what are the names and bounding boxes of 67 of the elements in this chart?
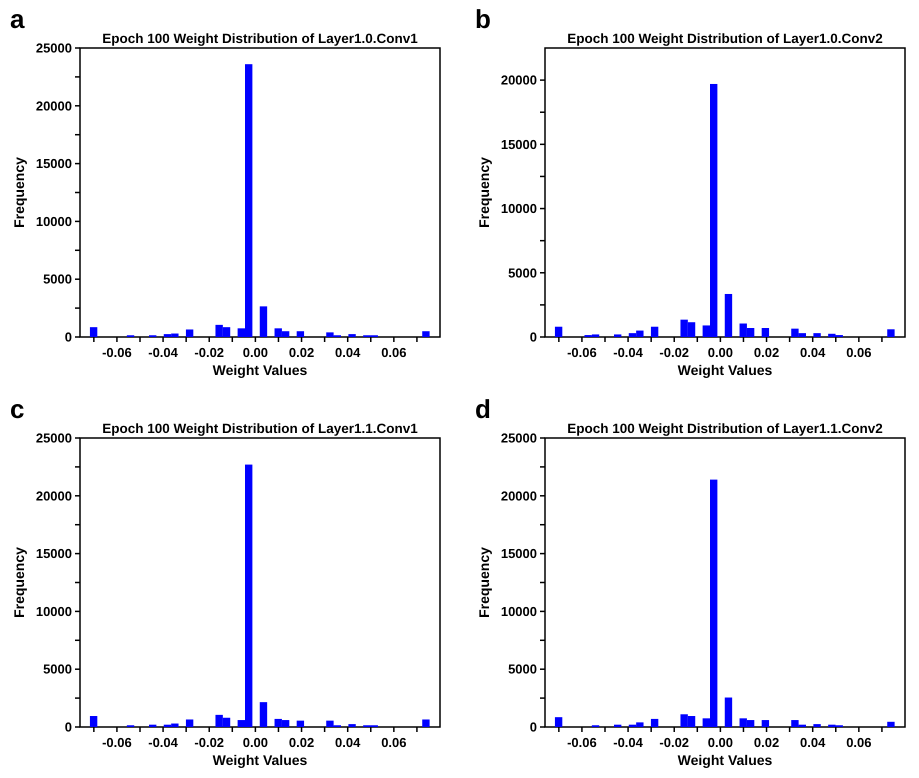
x-axis-title: Weight Values	[678, 362, 773, 378]
y-axis-title: Frequency	[476, 546, 492, 618]
y-tick-label: 25000	[500, 430, 537, 446]
text: c	[10, 394, 24, 424]
y-tick-label: 0	[64, 330, 72, 344]
chart-title: Epoch 100 Weight Distribution of Layer1.1.Conv2	[567, 421, 883, 436]
y-tick-label: 10000	[500, 201, 537, 216]
x-tick-label: 0.04	[335, 735, 362, 750]
y-tick-label: 5000	[508, 265, 537, 280]
x-tick-label: 0.06	[381, 345, 406, 360]
x-tick-label: -0.06	[567, 735, 597, 750]
x-tick-label: 0.06	[846, 345, 872, 360]
y-tick-label: 0	[530, 720, 537, 734]
y-tick-label: 20000	[36, 488, 72, 504]
x-tick-label: 0.04	[800, 345, 826, 360]
y-tick-label: 10000	[36, 214, 72, 229]
x-tick-label: -0.02	[659, 345, 690, 360]
y-tick-label: 15000	[36, 156, 72, 172]
y-tick-label: 25000	[36, 430, 72, 446]
x-axis-title: Weight Values	[212, 752, 308, 768]
x-axis-title: Weight Values	[678, 752, 773, 768]
x-tick-label: -0.02	[659, 735, 690, 750]
x-tick-label: 0.00	[708, 345, 734, 360]
y-axis-title: Frequency	[476, 156, 492, 228]
y-tick-label: 20000	[500, 488, 537, 504]
chart-title: Epoch 100 Weight Distribution of Layer1.1.Conv1	[102, 421, 418, 436]
y-tick-label: 5000	[43, 272, 72, 287]
x-tick-label: -0.04	[613, 345, 644, 360]
y-tick-label: 5000	[508, 662, 537, 677]
x-tick-label: 0.04	[800, 735, 826, 750]
x-tick-label: 0.04	[335, 345, 362, 360]
x-axis-title: Weight Values	[212, 362, 308, 378]
x-tick-label: 0.06	[846, 735, 872, 750]
x-tick-label: 0.02	[754, 735, 780, 750]
x-tick-label: 0.02	[288, 345, 314, 360]
y-tick-label: 15000	[500, 136, 537, 152]
text: d	[475, 394, 491, 424]
x-tick-label: -0.06	[102, 735, 132, 750]
x-tick-label: -0.04	[613, 735, 644, 750]
y-tick-label: 15000	[500, 546, 537, 562]
y-tick-label: 20000	[36, 98, 72, 114]
x-tick-label: 0.00	[242, 345, 268, 360]
y-tick-label: 0	[530, 330, 537, 344]
x-tick-label: -0.02	[194, 345, 224, 360]
y-axis-title: Frequency	[11, 546, 27, 618]
y-tick-label: 20000	[500, 72, 537, 88]
y-tick-label: 10000	[500, 604, 537, 619]
x-tick-label: -0.06	[102, 345, 132, 360]
y-tick-label: 0	[64, 720, 72, 734]
x-tick-label: 0.02	[754, 345, 780, 360]
x-tick-label: 0.02	[288, 735, 314, 750]
y-tick-label: 15000	[36, 546, 72, 562]
x-tick-label: 0.06	[381, 735, 406, 750]
x-tick-label: -0.04	[148, 345, 179, 360]
chart-title: Epoch 100 Weight Distribution of Layer1.0.Conv1	[102, 31, 418, 46]
x-tick-label: -0.02	[194, 735, 224, 750]
chart-title: Epoch 100 Weight Distribution of Layer1.0.Conv2	[567, 31, 883, 46]
y-tick-label: 25000	[36, 40, 72, 56]
x-tick-label: -0.06	[567, 345, 597, 360]
y-tick-label: 10000	[36, 604, 72, 619]
y-tick-label: 5000	[43, 662, 72, 677]
text: b	[475, 4, 491, 34]
x-tick-label: 0.00	[708, 735, 734, 750]
text: a	[10, 4, 25, 34]
x-tick-label: 0.00	[242, 735, 268, 750]
x-tick-label: -0.04	[148, 735, 179, 750]
y-axis-title: Frequency	[11, 156, 27, 228]
